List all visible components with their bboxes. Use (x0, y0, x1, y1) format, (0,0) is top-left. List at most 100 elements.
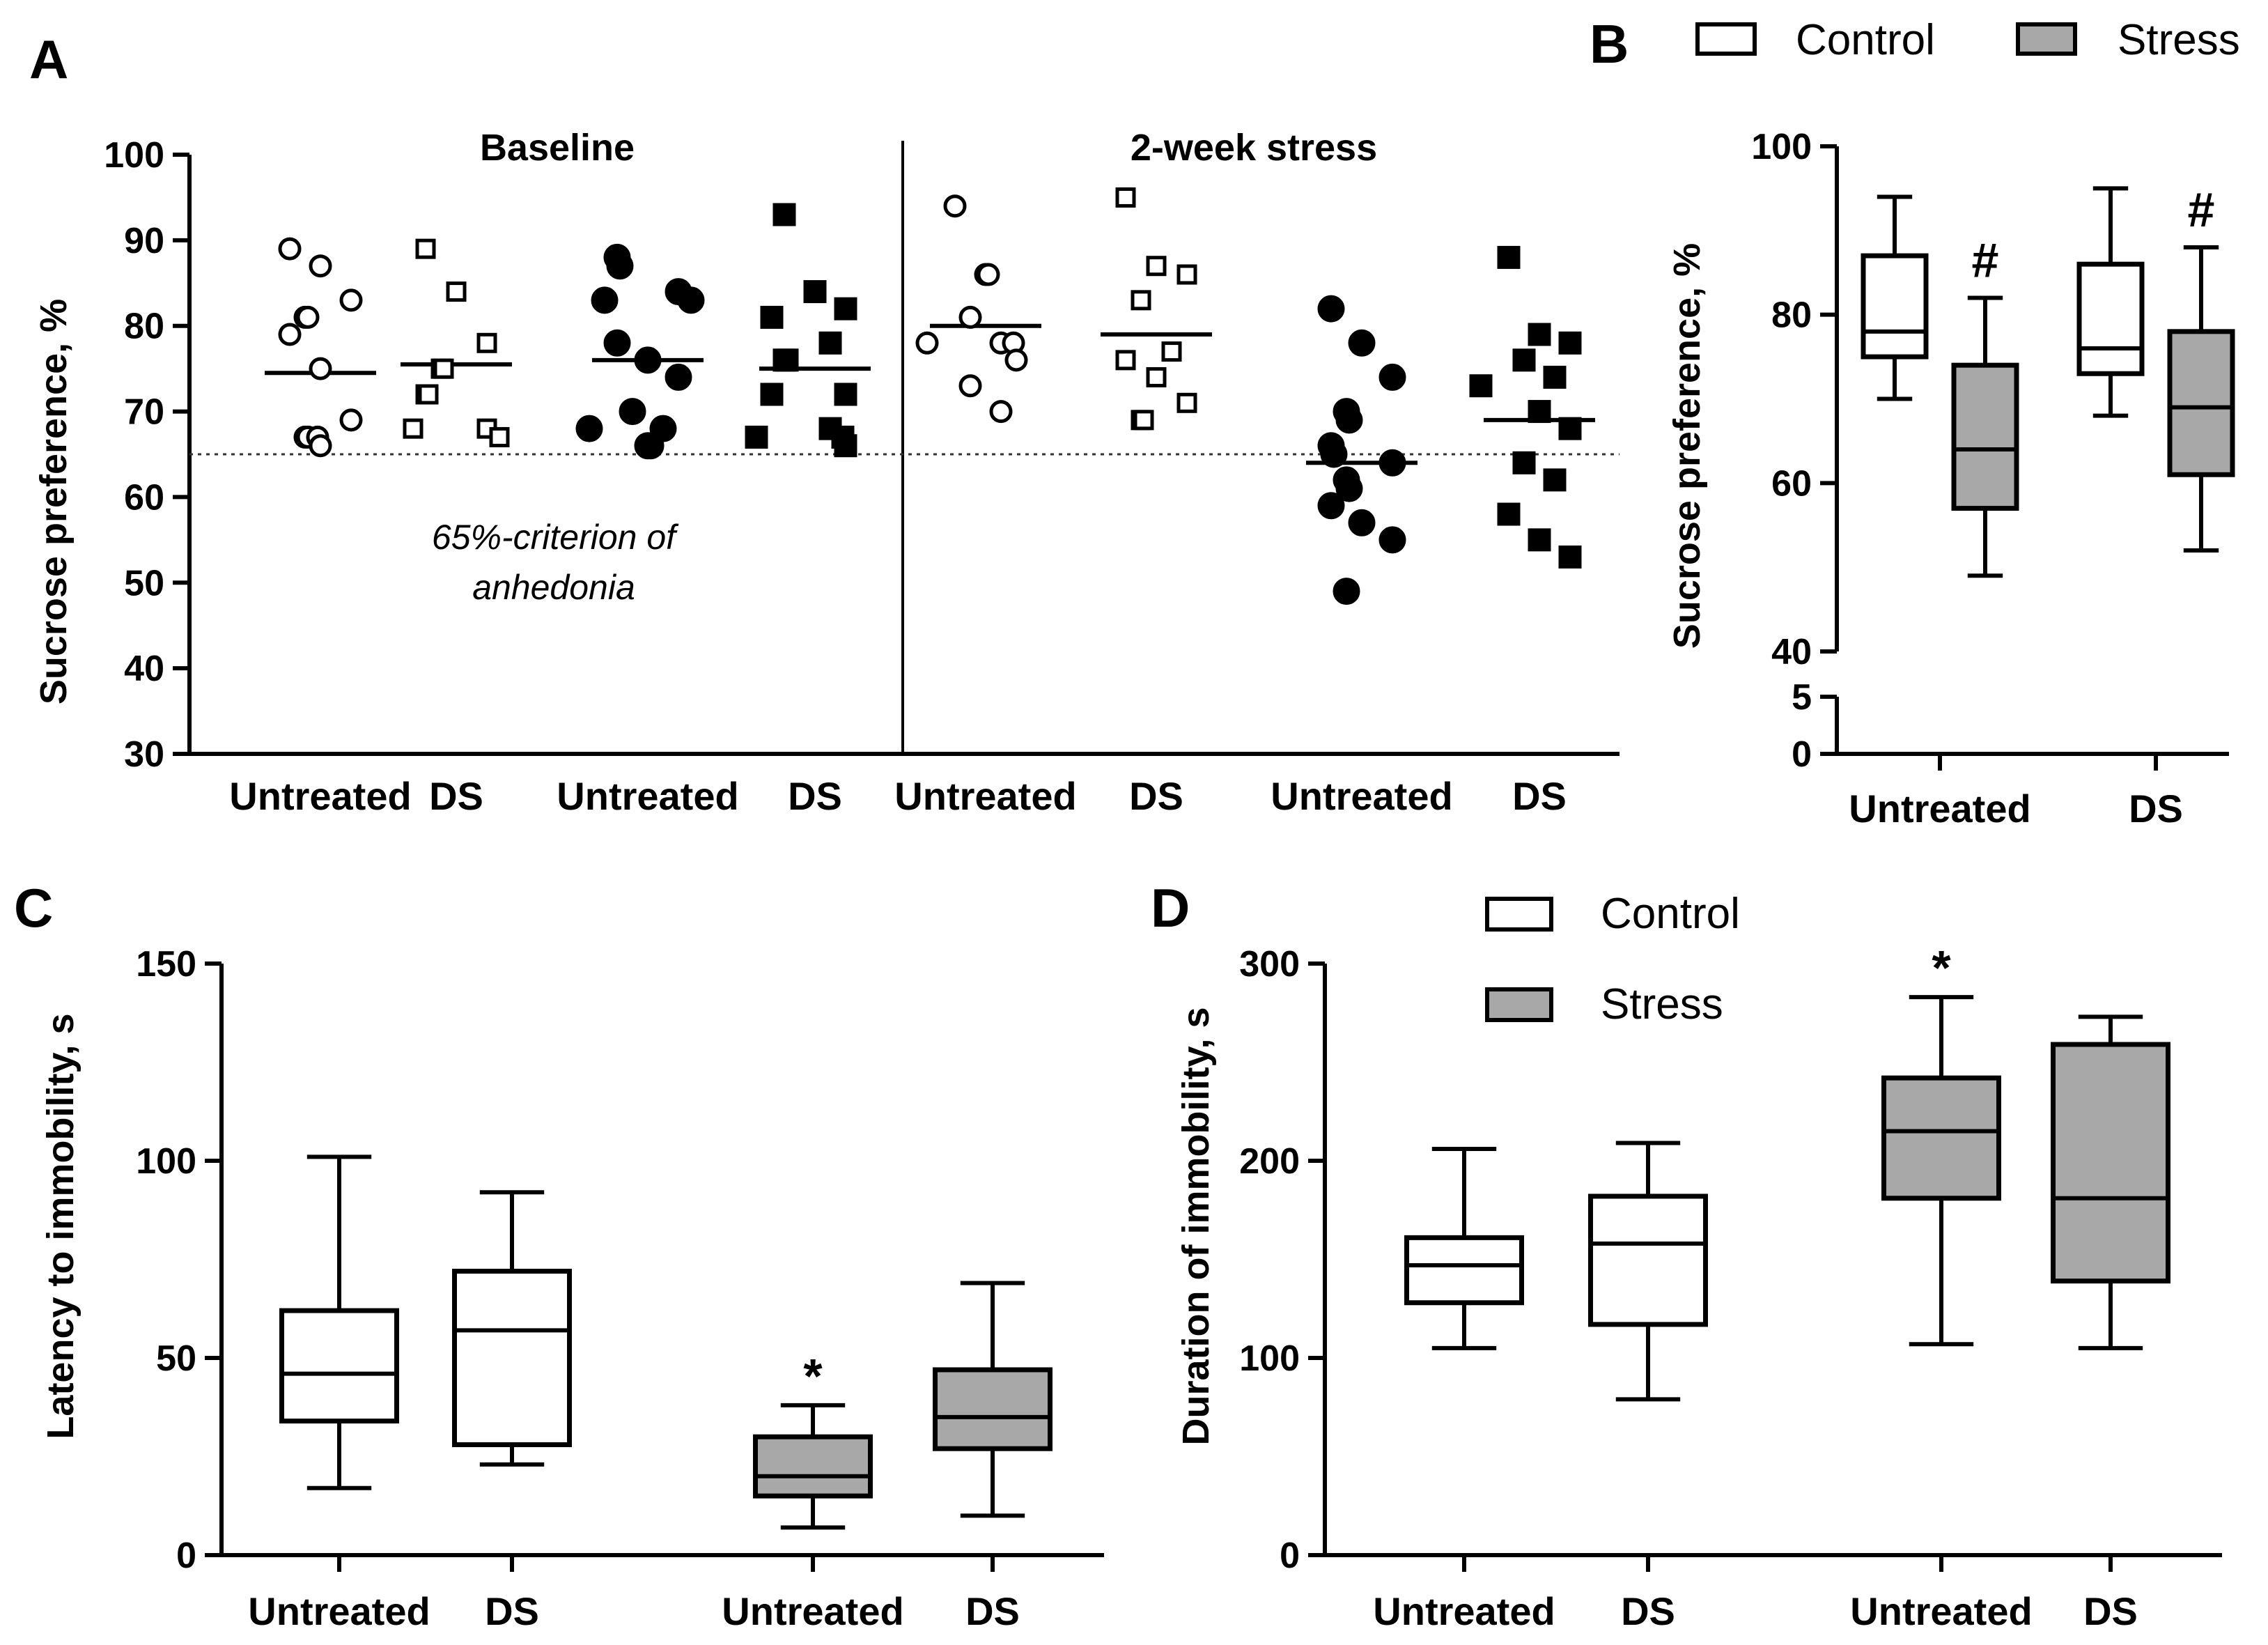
data-point (977, 263, 1000, 286)
data-point (603, 329, 631, 357)
legend-label-control: Control (1796, 16, 1935, 64)
chart-d: 0 100 200 300 Untreated DS Untreated DS * (1239, 941, 2222, 1633)
chart-c: 0 50 100 150 Untreated DS Untreated DS * (136, 944, 1104, 1633)
data-point (403, 418, 424, 439)
legend-swatch-control (1695, 22, 1757, 56)
data-point (1146, 256, 1167, 277)
y-tick-label-b: 0 (1792, 734, 1812, 775)
y-tick-label-a: 80 (124, 307, 164, 347)
panel-label-a: A (29, 29, 68, 90)
data-point (775, 348, 799, 372)
significance-star: * (1932, 941, 1951, 995)
data-point (1004, 348, 1028, 372)
y-tick-label-b: 40 (1771, 632, 1812, 672)
legend-swatch-control-d (1485, 897, 1553, 932)
y-axis-title-b: Sucrose preference, % (1666, 243, 1708, 649)
box-iqr (452, 1268, 572, 1448)
dot-group (401, 238, 512, 447)
legend-swatch-stress (2016, 22, 2077, 56)
y-tick-label-a: 70 (124, 392, 164, 433)
box-iqr (933, 1367, 1053, 1451)
box-iqr (2051, 1042, 2170, 1284)
box-stress (2167, 245, 2235, 553)
section-title-stress: 2-week stress (1131, 127, 1377, 169)
data-point (1512, 451, 1536, 474)
data-point (1335, 474, 1363, 502)
y-tick-label-a: 100 (104, 135, 164, 176)
data-point (1131, 290, 1151, 311)
data-point (1176, 264, 1197, 285)
y-tick-label: 150 (136, 944, 196, 984)
data-point (634, 346, 662, 374)
panel-label-b: B (1590, 13, 1629, 75)
y-tick-label-a: 40 (124, 649, 164, 689)
data-point (476, 332, 497, 353)
data-point (418, 384, 439, 405)
y-tick-label: 50 (156, 1338, 196, 1379)
y-tick-label: 0 (1280, 1536, 1300, 1576)
box-iqr (2167, 329, 2235, 477)
category-label: Untreated (248, 1589, 430, 1633)
dot-group (1469, 245, 1595, 569)
box-plot (2051, 1014, 2170, 1350)
y-tick-label-a: 50 (124, 563, 164, 603)
box-control (2076, 186, 2145, 418)
box-iqr (1588, 1194, 1708, 1327)
category-label: DS (1512, 774, 1567, 818)
data-point (958, 305, 982, 329)
data-point (1320, 440, 1348, 468)
data-point (309, 254, 332, 278)
data-point (309, 357, 332, 380)
panel-label-c: C (14, 877, 53, 939)
y-tick-label-b: 60 (1771, 463, 1812, 504)
category-label: DS (788, 774, 842, 818)
category-label: DS (429, 774, 483, 818)
box-iqr (1404, 1235, 1524, 1306)
category-label: Untreated (1373, 1589, 1555, 1633)
data-point (591, 286, 619, 314)
data-point (296, 305, 320, 329)
category-label: Untreated (1271, 774, 1452, 818)
category-label: DS (965, 1589, 1020, 1633)
data-point (433, 358, 454, 379)
data-point (834, 383, 857, 406)
data-point (1528, 400, 1551, 424)
data-point (1348, 329, 1376, 357)
category-label: Untreated (557, 774, 738, 818)
data-point (803, 280, 827, 304)
category-label: DS (1621, 1589, 1675, 1633)
y-tick-label: 0 (176, 1536, 196, 1576)
data-point (1333, 578, 1360, 605)
legend-swatch-stress-d (1485, 987, 1553, 1022)
dot-group (1101, 187, 1212, 431)
y-axis-title-d: Duration of immobility, s (1175, 1007, 1217, 1445)
box-iqr (1861, 253, 1929, 360)
box-iqr (753, 1434, 873, 1499)
data-point (606, 252, 634, 280)
data-point (745, 425, 768, 449)
data-point (1115, 350, 1136, 371)
box-plot (1881, 995, 2001, 1347)
y-tick-label-a: 30 (124, 734, 164, 775)
data-point (1558, 545, 1582, 569)
data-point (278, 323, 302, 346)
dot-group (915, 194, 1041, 424)
data-point (772, 203, 796, 226)
data-point (1176, 392, 1197, 413)
data-point (1335, 406, 1363, 434)
data-point (1146, 366, 1167, 387)
legend-label-stress: Stress (2118, 16, 2240, 64)
data-point (1528, 323, 1551, 346)
data-point (1543, 365, 1567, 389)
y-tick-label-b: 80 (1771, 295, 1812, 336)
box-stress (1951, 295, 2019, 578)
box-plot (1588, 1141, 1708, 1402)
legend-label-stress-d: Stress (1601, 980, 1723, 1028)
data-point (677, 286, 705, 314)
data-point (818, 331, 842, 355)
data-point (915, 331, 939, 355)
data-point (834, 297, 857, 320)
significance-star: * (803, 1349, 823, 1403)
data-point (989, 400, 1013, 424)
dot-group (745, 203, 871, 458)
